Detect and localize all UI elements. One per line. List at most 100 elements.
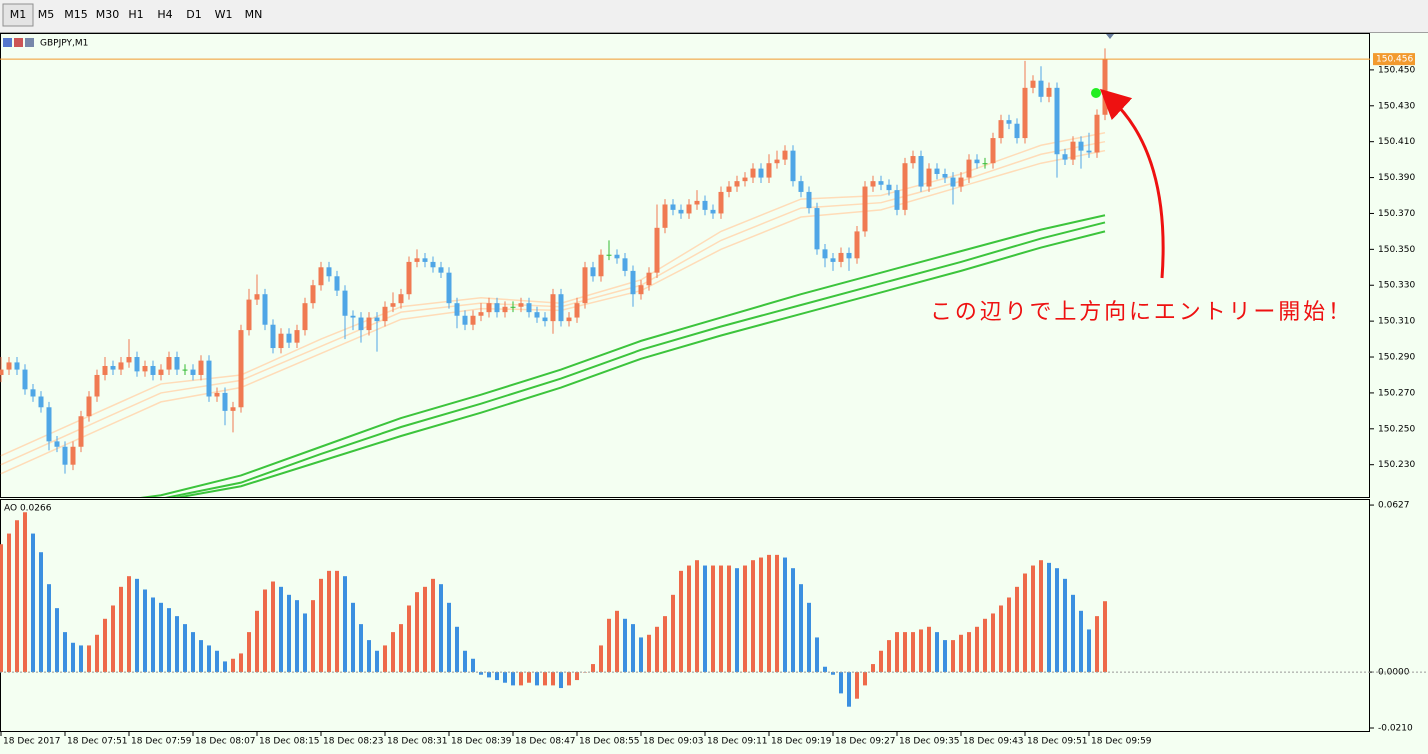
ao-bar <box>327 570 331 673</box>
ao-bar <box>527 672 531 683</box>
candle-body <box>406 261 412 295</box>
candle-body <box>638 285 644 295</box>
timeframe-button[interactable] <box>34 4 58 26</box>
candle-body <box>718 191 724 214</box>
candle-body <box>894 190 900 210</box>
ao-bar <box>367 640 371 673</box>
x-tick-label: 18 Dec 08:23 <box>323 737 384 747</box>
candle-body <box>814 208 820 250</box>
ao-bar <box>343 576 347 673</box>
candle-body <box>798 181 804 192</box>
ao-bar <box>695 560 699 673</box>
ao-bar <box>887 640 891 673</box>
x-tick-label: 18 Dec 2017 <box>3 737 61 747</box>
ao-bar <box>391 632 395 673</box>
candle-body <box>126 357 132 363</box>
candle-body <box>542 317 548 322</box>
timeframe-button[interactable] <box>59 4 93 26</box>
ao-bar <box>1071 594 1075 673</box>
candle-body <box>1006 120 1012 124</box>
timeframe-button[interactable] <box>239 4 268 26</box>
ao-bar <box>607 618 611 673</box>
x-tick-label: 18 Dec 08:31 <box>387 737 448 747</box>
ao-bar <box>1087 629 1091 673</box>
candle-body <box>598 254 604 277</box>
candle-body <box>454 303 460 316</box>
timeframe-label[interactable]: H1 <box>128 8 143 21</box>
candle-body <box>86 396 92 417</box>
x-tick-label: 18 Dec 07:51 <box>67 737 128 747</box>
ao-bar <box>495 672 499 681</box>
candle-body <box>726 186 732 192</box>
timeframe-button[interactable] <box>151 4 179 26</box>
window-icon <box>25 38 34 47</box>
ao-bar <box>415 592 419 673</box>
ao-bar <box>623 618 627 673</box>
timeframe-button[interactable] <box>122 4 150 26</box>
ao-bar <box>295 600 299 673</box>
candle-body <box>862 186 868 232</box>
candle-body <box>1086 150 1092 153</box>
candle-body <box>398 294 404 304</box>
ao-bar <box>831 672 835 675</box>
timeframe-button[interactable] <box>209 4 238 26</box>
timeframe-button[interactable] <box>2 3 34 27</box>
x-tick-label: 18 Dec 08:55 <box>579 737 640 747</box>
candle-body <box>766 163 772 178</box>
timeframe-label[interactable]: M5 <box>38 8 55 21</box>
candle-body <box>990 138 996 164</box>
timeframe-button[interactable] <box>94 4 121 26</box>
timeframe-label[interactable]: MN <box>245 8 263 21</box>
ao-bar <box>615 610 619 673</box>
ao-bar <box>103 618 107 673</box>
candle-body <box>254 294 260 300</box>
ao-bar <box>143 589 147 673</box>
ao-bar <box>1031 565 1035 673</box>
x-tick-label: 18 Dec 08:15 <box>259 737 320 747</box>
candle-body <box>374 317 380 322</box>
candle-body <box>926 168 932 187</box>
ao-bar <box>895 632 899 673</box>
ao-bar <box>855 672 859 699</box>
candle-body <box>614 254 620 259</box>
candle-body <box>430 261 436 268</box>
timeframe-label[interactable]: D1 <box>186 8 201 21</box>
timeframe-button[interactable] <box>180 4 208 26</box>
ao-bar <box>455 626 459 673</box>
ao-bar <box>935 632 939 673</box>
ao-bar <box>231 658 235 673</box>
ao-bar <box>735 568 739 673</box>
ao-bar <box>479 672 483 675</box>
candle-body <box>350 315 356 318</box>
timeframe-label[interactable]: M30 <box>96 8 120 21</box>
timeframe-label[interactable]: M1 <box>10 8 27 21</box>
candle-body <box>958 177 964 187</box>
timeframe-label[interactable]: M15 <box>64 8 88 21</box>
y-tick-label: 150.410 <box>1378 137 1415 147</box>
candle-body <box>318 267 324 286</box>
candle-body <box>270 324 276 349</box>
candle-body <box>982 163 988 165</box>
timeframe-label[interactable]: W1 <box>215 8 233 21</box>
candle-body <box>974 159 980 164</box>
x-tick-label: 18 Dec 09:27 <box>835 737 896 747</box>
ao-bar <box>279 586 283 673</box>
ao-bar <box>191 632 195 673</box>
ao-bar <box>55 608 59 673</box>
candle-body <box>118 362 124 370</box>
candle-body <box>342 290 348 316</box>
ao-bar <box>215 650 219 673</box>
ao-bar <box>791 568 795 673</box>
candle-body <box>190 369 196 375</box>
ao-bar <box>311 600 315 673</box>
candle-body <box>902 163 908 210</box>
timeframe-label[interactable]: H4 <box>157 8 172 21</box>
candle-body <box>54 441 60 447</box>
candle-body <box>1030 80 1036 88</box>
candle-body <box>438 267 444 273</box>
ao-bar <box>543 672 547 686</box>
x-tick-label: 18 Dec 07:59 <box>131 737 192 747</box>
candle-body <box>518 303 524 307</box>
ao-bar <box>599 645 603 673</box>
